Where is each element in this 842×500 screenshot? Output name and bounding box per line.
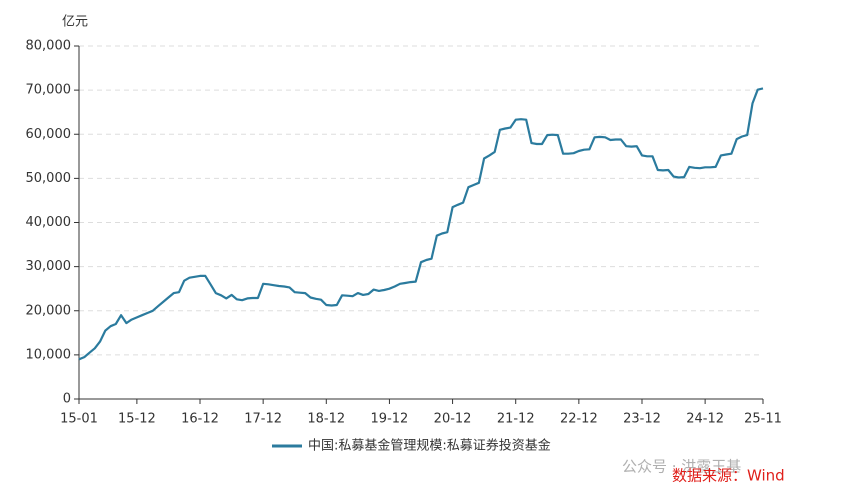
x-tick-label: 24-12 [686,412,724,427]
x-tick-label: 17-12 [244,412,282,427]
watermark: 公众号 · 洪露王基 [622,458,741,476]
x-tick-label: 22-12 [560,412,598,427]
x-tick-label: 23-12 [623,412,661,427]
source: 数据来源：Wind [672,467,785,485]
y-tick-label: 20,000 [26,303,72,318]
y-tick-label: 0 [63,392,71,407]
series-line [78,87,764,361]
y-tick-label: 80,000 [26,39,72,54]
y-tick-label: 30,000 [26,259,72,274]
x-tick-label: 20-12 [434,412,472,427]
y-tick-label: 10,000 [26,347,72,362]
x-tick-label: 18-12 [307,412,345,427]
x-tick-label: 25-11 [744,412,782,427]
x-tick-label: 16-12 [181,412,219,427]
x-tick-label: 21-12 [497,412,535,427]
legend-label: 中国:私募基金管理规模:私募证券投资基金 [308,438,551,454]
y-unit: 亿元 [62,15,88,30]
x-tick-label: 15-01 [60,412,98,427]
x-tick-label: 19-12 [371,412,409,427]
y-tick-label: 60,000 [26,127,72,142]
y-tick-label: 50,000 [26,171,72,186]
y-tick-label: 70,000 [26,83,72,98]
x-tick-label: 15-12 [118,412,156,427]
y-tick-label: 40,000 [26,215,72,230]
